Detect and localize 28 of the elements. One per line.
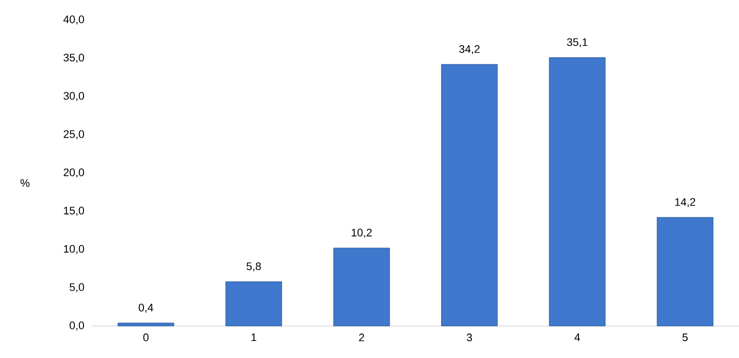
- y-tick-label: 25,0: [64, 130, 84, 140]
- x-tick-label: 4: [574, 334, 580, 342]
- bar: [549, 57, 606, 326]
- y-tick-label: 10,0: [64, 244, 84, 254]
- x-tick-label: 5: [682, 334, 688, 342]
- data-label: 34,2: [459, 45, 480, 54]
- y-tick-label: 30,0: [64, 92, 84, 102]
- bar: [226, 281, 282, 326]
- data-label: 14,2: [675, 198, 696, 208]
- data-label: 10,2: [352, 228, 372, 238]
- bar: [333, 248, 390, 326]
- data-label: 0,4: [138, 304, 154, 313]
- x-tick-label: 3: [466, 334, 472, 342]
- y-axis-title: %: [20, 179, 30, 187]
- y-tick-label: 5,0: [70, 283, 84, 292]
- y-tick-label: 0,0: [70, 321, 84, 331]
- x-tick-label: 0: [143, 334, 149, 342]
- y-tick-label: 15,0: [64, 206, 84, 216]
- y-tick-label: 40,0: [63, 15, 84, 25]
- data-label: 35,1: [567, 38, 588, 48]
- y-tick-label: 35,0: [64, 54, 84, 63]
- data-label: 5,8: [246, 262, 261, 272]
- y-tick-label: 20,0: [64, 168, 84, 178]
- bar: [118, 322, 174, 326]
- bar: [656, 217, 714, 326]
- x-tick-label: 1: [252, 334, 256, 342]
- bar: [441, 64, 498, 326]
- x-tick-label: 2: [359, 334, 364, 342]
